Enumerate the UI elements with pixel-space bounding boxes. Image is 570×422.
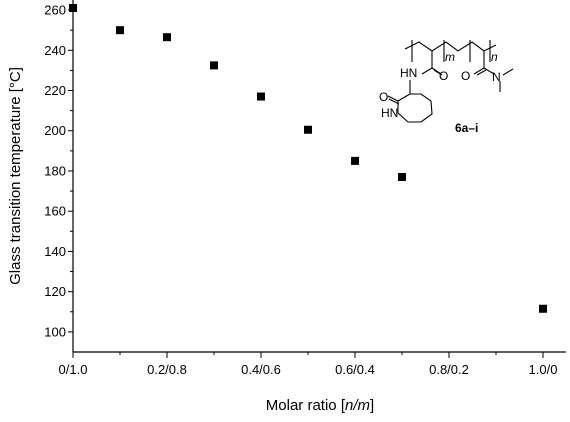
y-axis-title: Glass transition temperature [°C]: [7, 67, 24, 285]
x-tick-label: 0.8/0.2: [429, 362, 469, 377]
y-tick-label: 260: [44, 3, 66, 18]
x-axis-title: Molar ratio [n/m]: [266, 397, 374, 414]
y-tick-label: 120: [44, 284, 66, 299]
y-tick-label: 100: [44, 324, 66, 339]
x-tick-label: 0/1.0: [59, 362, 88, 377]
chemical-structure: m n HN O O N O HN 6a–i: [379, 40, 514, 135]
subscript-m: m: [445, 50, 455, 64]
data-point: [351, 156, 359, 165]
data-points: [69, 4, 547, 313]
y-tick-label: 140: [44, 244, 66, 259]
data-point: [539, 304, 547, 313]
y-tick-label: 180: [44, 163, 66, 178]
data-point: [398, 173, 406, 182]
data-point: [210, 61, 218, 70]
subscript-n: n: [491, 50, 498, 64]
y-ticks: 100 120 140 160 180 200 220 240 260: [44, 3, 73, 339]
amide-o-label-1: O: [439, 69, 448, 83]
data-point: [304, 125, 312, 134]
y-tick-label: 240: [44, 43, 66, 58]
data-point: [163, 33, 171, 42]
x-tick-label: 0.4/0.6: [241, 362, 281, 377]
y-tick-label: 200: [44, 123, 66, 138]
data-point: [116, 26, 124, 35]
x-tick-label: 0.6/0.4: [335, 362, 375, 377]
lactam-hn-label: HN: [381, 106, 398, 120]
data-point: [257, 92, 265, 101]
x-tick-label: 0.2/0.8: [147, 362, 187, 377]
amide-hn-label: HN: [400, 66, 417, 80]
dimethyl-n-label: N: [492, 70, 501, 84]
y-tick-label: 160: [44, 204, 66, 219]
x-tick-label: 1.0/0: [529, 362, 558, 377]
data-point: [69, 4, 77, 13]
y-tick-label: 220: [44, 83, 66, 98]
lactam-o-label: O: [379, 90, 388, 104]
x-ticks: 0/1.0 0.2/0.8 0.4/0.6 0.6/0.4 0.8/0.2 1.0/0: [59, 352, 558, 377]
compound-label: 6a–i: [455, 121, 478, 135]
amide-o-label-2: O: [461, 69, 470, 83]
